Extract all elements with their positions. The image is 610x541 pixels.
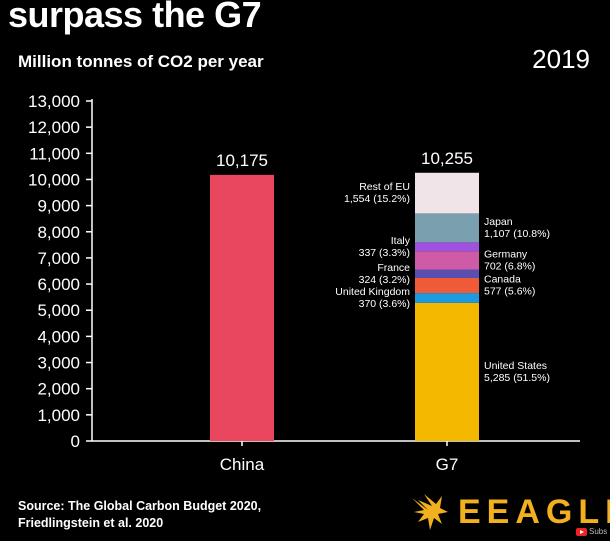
bar-segment [415,242,479,252]
chart-subtitle: Million tonnes of CO2 per year [18,52,264,71]
segment-value: 702 (6.8%) [484,260,535,272]
segment-value: 324 (3.2%) [359,274,410,286]
eagle-icon [412,494,448,530]
bar-segment [415,269,479,279]
segment-name: Canada [484,274,521,286]
segment-value: 577 (5.6%) [484,286,535,298]
y-tick-label: 0 [71,432,80,451]
bar-segment [415,251,479,270]
segment-value: 1,107 (10.8%) [484,228,550,240]
y-tick-label: 7,000 [37,249,80,268]
subscribe-label: Subs [589,527,608,536]
bar-segment [210,174,274,441]
year-label: 2019 [532,44,590,74]
subscribe-button[interactable]: Subs [576,527,607,536]
bar-segment [415,213,479,243]
segment-value: 337 (3.3%) [359,247,410,259]
y-tick-label: 13,000 [28,92,80,111]
segment-name: France [377,262,410,274]
y-tick-label: 10,000 [28,170,80,189]
source-line-1: Source: The Global Carbon Budget 2020, [18,499,262,513]
bar-total-label: 10,175 [216,151,268,170]
y-tick-label: 6,000 [37,275,80,294]
segment-name: Japan [484,216,513,228]
youtube-icon [576,527,587,536]
segment-name: United Kingdom [335,286,410,298]
bar-segment [415,172,479,214]
y-tick-label: 8,000 [37,223,80,242]
x-tick-label: China [220,455,265,474]
segment-value: 1,554 (15.2%) [344,193,410,205]
y-tick-label: 9,000 [37,197,80,216]
y-tick-label: 2,000 [37,380,80,399]
segment-value: 370 (3.6%) [359,298,410,310]
y-tick-label: 12,000 [28,118,80,137]
segment-name: Italy [391,235,411,247]
chart-title: surpass the G7 [8,0,262,35]
x-tick-label: G7 [436,455,459,474]
brand-name: EEAGLI [458,492,610,531]
y-tick-label: 11,000 [29,144,80,163]
bar-total-label: 10,255 [421,149,473,168]
y-tick-label: 5,000 [37,301,80,320]
brand-logo: EEAGLI [408,490,610,534]
segment-name: United States [484,360,547,372]
stacked-bar-chart: 0 1,000 2,000 3,000 4,000 5,000 6,000 7,000 8,00… [28,92,580,474]
source-note: Source: The Global Carbon Budget 2020, F… [18,498,261,532]
source-line-2: Friedlingstein et al. 2020 [18,516,164,530]
bar-segment [415,293,479,303]
segment-name: Germany [484,248,528,260]
bar-segment [415,278,479,294]
y-tick-label: 4,000 [37,327,80,346]
bar-segment [415,302,479,441]
y-tick-label: 3,000 [37,354,80,373]
y-tick-label: 1,000 [37,406,80,425]
segment-name: Rest of EU [359,181,410,193]
segment-value: 5,285 (51.5%) [484,372,550,384]
